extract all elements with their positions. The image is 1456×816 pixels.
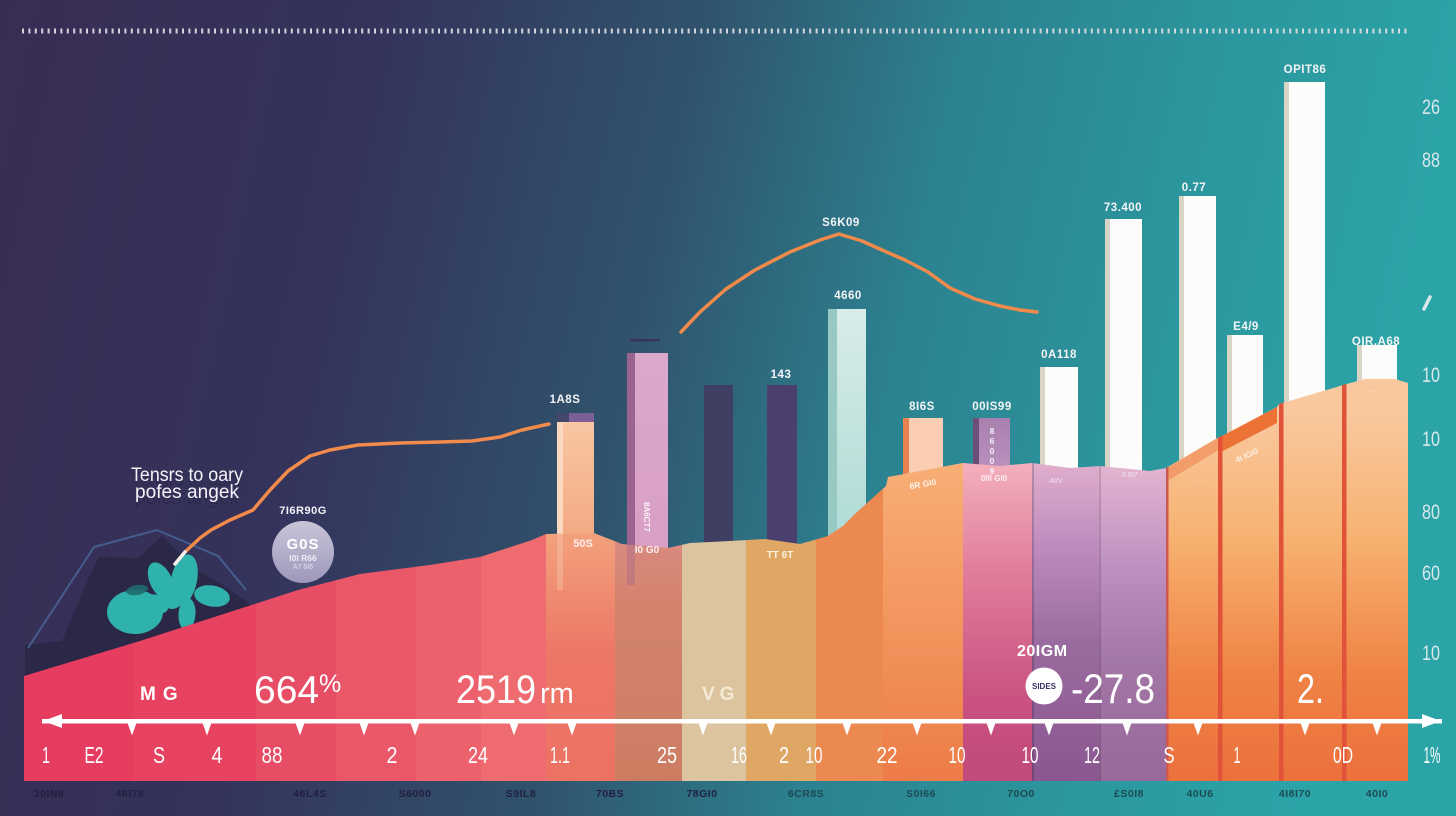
svg-text:24: 24 [468,742,488,768]
svg-text:10: 10 [949,742,966,768]
svg-text:I0I R66: I0I R66 [289,553,317,563]
svg-text:S6000: S6000 [399,788,432,800]
svg-text:46I78: 46I78 [116,788,145,800]
svg-text:26: 26 [1422,96,1440,119]
svg-text:MG: MG [140,684,185,705]
svg-text:E2: E2 [85,742,104,768]
svg-text:10: 10 [1422,642,1440,665]
svg-text:8I6S: 8I6S [909,401,935,413]
svg-text:10: 10 [1422,428,1440,451]
svg-text:pofes angek: pofes angek [135,482,239,503]
svg-text:20IGM: 20IGM [1017,643,1068,660]
svg-text:SIDES: SIDES [1032,682,1057,691]
svg-text:7I6R90G: 7I6R90G [279,505,327,517]
svg-text:AIIV: AIIV [1049,478,1063,485]
svg-text:6CR8S: 6CR8S [788,788,824,800]
svg-text:46L4S: 46L4S [293,788,326,800]
svg-text:S: S [1164,742,1175,768]
svg-text:0D: 0D [1333,742,1353,768]
svg-text:G0S: G0S [286,536,319,553]
svg-text:S: S [153,742,165,768]
svg-text:0A118: 0A118 [1041,349,1077,361]
svg-text:78GI0: 78GI0 [686,788,717,800]
svg-text:OIR.A68: OIR.A68 [1352,336,1400,348]
svg-text:E4/9: E4/9 [1233,321,1259,333]
svg-text:2.: 2. [1297,665,1324,712]
svg-text:16: 16 [731,742,747,768]
svg-text:60: 60 [1422,562,1440,585]
svg-text:12: 12 [1084,742,1100,768]
svg-text:TT 6T: TT 6T [767,550,794,561]
svg-text:1: 1 [1234,742,1241,768]
svg-text:I0 G0: I0 G0 [635,545,660,556]
svg-text:OPIT86: OPIT86 [1284,64,1327,76]
svg-text:73.400: 73.400 [1104,202,1142,214]
svg-text:70BS: 70BS [596,788,624,800]
svg-text:8A6CT7: 8A6CT7 [642,502,651,532]
svg-text:rm: rm [540,678,574,710]
svg-text:40I0: 40I0 [1366,788,1388,800]
svg-text:1%: 1% [1424,742,1441,768]
svg-text:4660: 4660 [834,290,862,302]
svg-text:Tensrs to oary: Tensrs to oary [131,465,243,486]
svg-text:4I8I70: 4I8I70 [1279,788,1311,800]
svg-text:pofes angek: pofes angek [135,488,239,509]
svg-text:30IN8: 30IN8 [34,788,65,800]
svg-text:1.1: 1.1 [550,742,570,768]
svg-text:88: 88 [1422,149,1440,172]
svg-text:4: 4 [212,742,223,768]
svg-text:S6K09: S6K09 [822,217,860,229]
svg-text:143: 143 [771,369,792,381]
svg-text:S0I66: S0I66 [906,788,936,800]
svg-text:-27.8: -27.8 [1071,665,1155,712]
svg-text:VG: VG [702,684,739,705]
svg-text:22: 22 [877,742,898,768]
svg-text:0 6I7: 0 6I7 [1122,472,1138,479]
svg-text:664: 664 [254,669,319,712]
svg-text:88: 88 [262,742,283,768]
svg-text:0III GI0: 0III GI0 [981,474,1008,483]
svg-text:70O0: 70O0 [1007,788,1035,800]
svg-text:10: 10 [806,742,823,768]
svg-text:£S0I8: £S0I8 [1114,788,1144,800]
svg-text:2519: 2519 [456,668,536,712]
svg-text:10: 10 [1022,742,1039,768]
svg-text:40U6: 40U6 [1186,788,1213,800]
svg-text:%: % [319,670,341,698]
svg-text:S9IL8: S9IL8 [506,788,537,800]
svg-text:1A8S: 1A8S [550,394,581,406]
svg-text:00IS99: 00IS99 [972,401,1011,413]
svg-text:50S: 50S [573,538,593,550]
svg-text:2: 2 [779,742,789,768]
svg-text:....: .... [1191,474,1208,484]
svg-text:80: 80 [1422,501,1440,524]
svg-text:1: 1 [42,742,50,768]
svg-text:25: 25 [657,742,677,768]
svg-text:10: 10 [1422,364,1440,387]
svg-text:A7 6I6: A7 6I6 [293,564,313,571]
svg-text:Tensrs to oary: Tensrs to oary [131,470,243,491]
svg-text:0.77: 0.77 [1182,182,1206,194]
svg-text:6R GI0: 6R GI0 [909,477,938,492]
svg-text:....: .... [1367,387,1383,394]
svg-text:2: 2 [387,742,398,768]
